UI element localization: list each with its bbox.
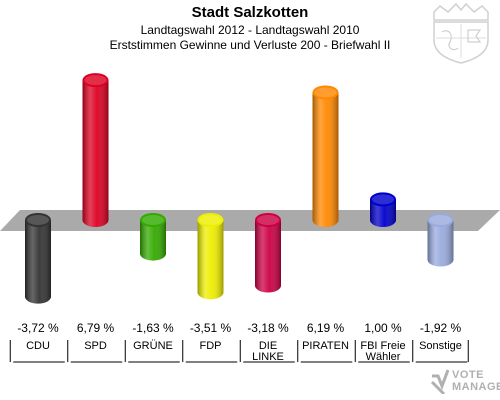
coat-of-arms-icon <box>433 2 489 64</box>
bar-sonstige <box>427 213 454 267</box>
chart-subtitle-line1: Landtagswahl 2012 - Landtagswahl 2010 <box>140 23 360 37</box>
bar-grüne <box>140 213 166 261</box>
bar-fdp <box>197 213 224 300</box>
category-label: PIRATEN <box>302 340 349 352</box>
logo-text-line2: MANAGER <box>452 381 500 393</box>
value-label: 1,00 % <box>364 321 402 335</box>
value-label: -1,63 % <box>132 321 174 335</box>
category-label: CDU <box>26 340 50 352</box>
category-label: SPD <box>84 340 107 352</box>
value-label: -3,72 % <box>17 321 59 335</box>
category-label: DIE <box>259 340 277 352</box>
bar-die-linke <box>255 213 281 293</box>
value-label: -3,18 % <box>247 321 289 335</box>
chart-title: Stadt Salzkotten <box>191 4 309 21</box>
category-label: Wähler <box>366 351 401 363</box>
chart-subtitle-line2: Erststimmen Gewinne und Verluste 200 - B… <box>109 38 391 52</box>
vote-manager-logo: VOTE MANAGER <box>430 368 500 396</box>
zero-baseline-plane <box>0 210 500 231</box>
category-label: LINKE <box>252 351 284 363</box>
category-label: FBI Freie <box>360 340 405 352</box>
bars <box>25 73 454 304</box>
category-label: GRÜNE <box>133 340 173 352</box>
value-label: -1,92 % <box>420 321 462 335</box>
bar-piraten <box>312 85 339 227</box>
value-labels: -3,72 % 6,79 % -1,63 % -3,51 % -3,18 % 6,19 %… <box>17 321 461 335</box>
category-label: FDP <box>200 340 222 352</box>
bar-fbi-freie-wähler <box>370 192 396 227</box>
value-label: -3,51 % <box>190 321 232 335</box>
logo-text-line1: VOTE <box>452 369 484 381</box>
value-label: 6,19 % <box>307 321 345 335</box>
checkmark-icon <box>430 369 450 394</box>
bar-cdu <box>25 213 51 304</box>
category-label: Sonstige <box>419 340 462 352</box>
value-label: 6,79 % <box>77 321 115 335</box>
bar-spd <box>82 73 109 227</box>
